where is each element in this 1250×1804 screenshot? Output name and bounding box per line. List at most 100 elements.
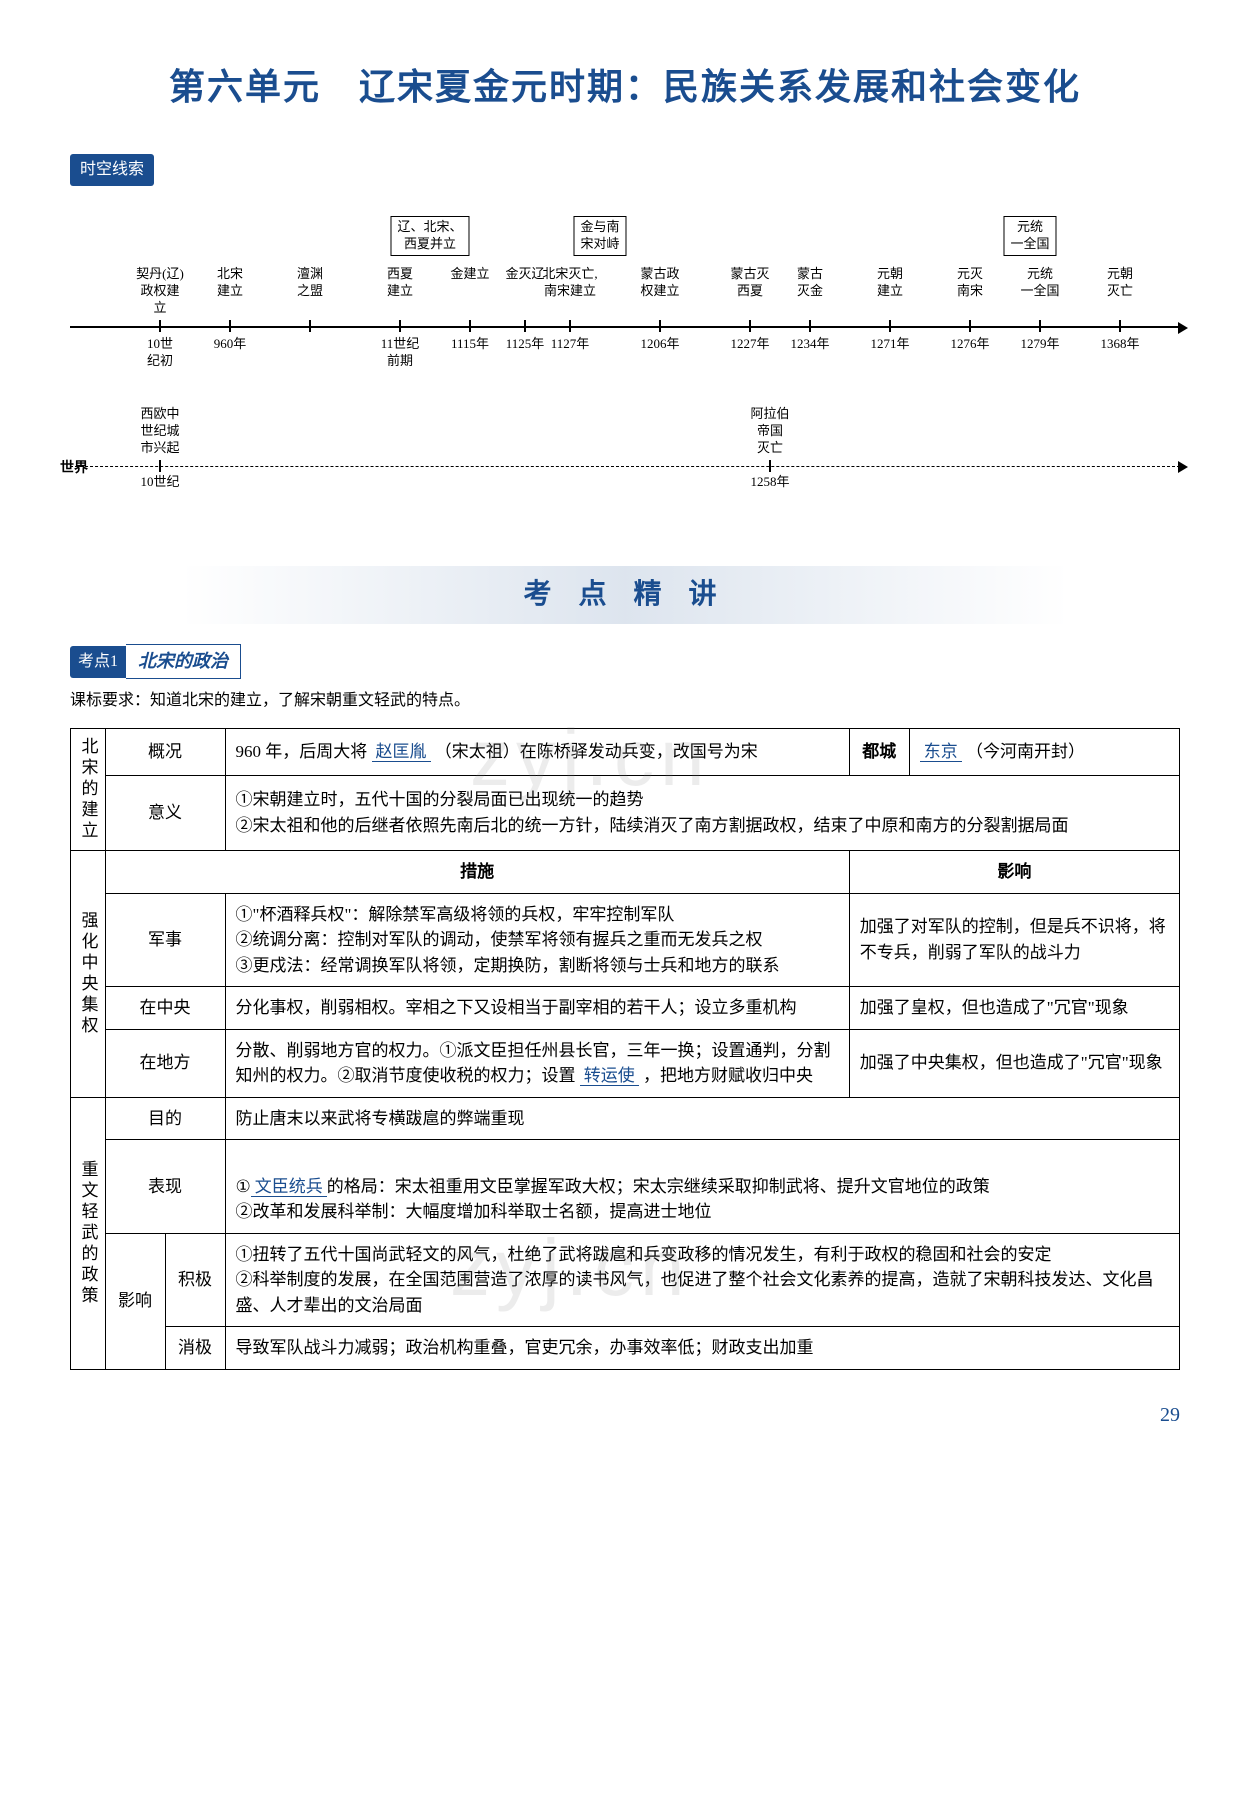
- blank-zhuanyunshi: 转运使: [580, 1066, 639, 1086]
- table-row: 北宋的建立 概况 960 年，后周大将 赵匡胤 （宋太祖）在陈桥驿发动兵变，改国…: [71, 729, 1180, 776]
- timeline-world-year: 1258年: [750, 474, 789, 491]
- kebiao-requirement: 课标要求：知道北宋的建立，了解宋朝重文轻武的特点。: [70, 689, 1180, 713]
- cell-positive: ①扭转了五代十国尚武轻文的风气，杜绝了武将跋扈和兵变政移的情况发生，有利于政权的…: [225, 1233, 1180, 1327]
- timeline-world-event: 阿拉伯 帝国 灭亡: [750, 406, 789, 457]
- group-label-wenwu: 重文轻武的政策: [71, 1097, 106, 1369]
- timeline-world-year: 10世纪: [140, 474, 179, 491]
- blank-wenchen: 文臣统兵: [251, 1177, 327, 1197]
- cell-capital: 东京 （今河南开封）: [909, 729, 1179, 776]
- table-row: 强化中央集权 措施 影响: [71, 851, 1180, 894]
- timeline-event-top: 元统 一全国: [1010, 266, 1070, 300]
- sublabel-purpose: 目的: [105, 1097, 225, 1140]
- cell-significance: ①宋朝建立时，五代十国的分裂局面已出现统一的趋势 ②宋太祖和他的后继者依照先南后…: [225, 775, 1180, 850]
- cell-purpose: 防止唐末以来武将专横跋扈的弊端重现: [225, 1097, 1180, 1140]
- timeline-tick: [469, 320, 471, 332]
- timeline-event-top: 蒙古政 权建立: [630, 266, 690, 300]
- sublabel-military: 军事: [105, 893, 225, 987]
- timeline-year: 1234年: [780, 336, 840, 353]
- timeline-year: 1127年: [540, 336, 600, 353]
- cell-local-measures: 分散、削弱地方官的权力。①派文臣担任州县长官，三年一换；设置通判，分割知州的权力…: [225, 1029, 849, 1097]
- timeline-year: 1271年: [860, 336, 920, 353]
- main-table: 北宋的建立 概况 960 年，后周大将 赵匡胤 （宋太祖）在陈桥驿发动兵变，改国…: [70, 728, 1180, 1370]
- table-row: 消极 导致军队战斗力减弱；政治机构重叠，官吏冗余，办事效率低；财政支出加重: [71, 1327, 1180, 1370]
- timeline-tick: [524, 320, 526, 332]
- kaodian-header: 考点1 北宋的政治: [70, 644, 1180, 679]
- table-row: 重文轻武的政策 目的 防止唐末以来武将专横跋扈的弊端重现: [71, 1097, 1180, 1140]
- table-row: 在地方 分散、削弱地方官的权力。①派文臣担任州县长官，三年一换；设置通判，分割知…: [71, 1029, 1180, 1097]
- cell-overview: 960 年，后周大将 赵匡胤 （宋太祖）在陈桥驿发动兵变，改国号为宋: [225, 729, 849, 776]
- world-axis: [70, 466, 1180, 467]
- timeline-tick: [159, 460, 161, 472]
- timeline-tick: [769, 460, 771, 472]
- timeline-year: 11世纪 前期: [370, 336, 430, 370]
- timeline-box: 金与南 宋对峙: [573, 216, 626, 256]
- sublabel-negative: 消极: [165, 1327, 225, 1370]
- table-row: 影响 积极 ①扭转了五代十国尚武轻文的风气，杜绝了武将跋扈和兵变政移的情况发生，…: [71, 1233, 1180, 1327]
- timeline-event-top: 蒙古灭 西夏: [720, 266, 780, 300]
- timeline-event-top: 蒙古 灭金: [780, 266, 840, 300]
- timeline-year: 1276年: [940, 336, 1000, 353]
- timeline-year: 960年: [200, 336, 260, 353]
- timeline-year: 1115年: [440, 336, 500, 353]
- timeline-tick: [1119, 320, 1121, 332]
- sublabel-local: 在地方: [105, 1029, 225, 1097]
- timeline-year: 1227年: [720, 336, 780, 353]
- timeline-year: 1368年: [1090, 336, 1150, 353]
- sublabel-significance: 意义: [105, 775, 225, 850]
- cell-central-effects: 加强了皇权，但也造成了"冗官"现象: [849, 987, 1179, 1030]
- timeline-world-event: 西欧中 世纪城 市兴起: [140, 406, 179, 457]
- timeline-tick: [309, 320, 311, 332]
- timeline-tick: [569, 320, 571, 332]
- page-number: 29: [70, 1400, 1180, 1430]
- world-marker: 世界: [60, 458, 88, 479]
- table-row: 表现 ①文臣统兵的格局：宋太祖重用文臣掌握军政大权；宋太宗继续采取抑制武将、提升…: [71, 1140, 1180, 1234]
- timeline-box: 辽、北宋、 西夏并立: [390, 216, 469, 256]
- timeline-tick: [969, 320, 971, 332]
- cell-military-measures: ①"杯酒释兵权"：解除禁军高级将领的兵权，牢牢控制军队 ②统调分离：控制对军队的…: [225, 893, 849, 987]
- sublabel-manifestation: 表现: [105, 1140, 225, 1234]
- text: （今河南开封）: [966, 742, 1085, 761]
- timeline-box: 元统 一全国: [1003, 216, 1056, 256]
- timeline-event-top: 北宋灭亡, 南宋建立: [540, 266, 600, 300]
- header-effects: 影响: [849, 851, 1179, 894]
- sublabel-influence: 影响: [105, 1233, 165, 1369]
- china-axis: [70, 326, 1180, 328]
- timeline-badge: 时空线索: [70, 154, 154, 186]
- timeline-event-top: 西夏 建立: [370, 266, 430, 300]
- timeline-year: 1279年: [1010, 336, 1070, 353]
- timeline-event-top: 澶渊 之盟: [280, 266, 340, 300]
- sublabel-overview: 概况: [105, 729, 225, 776]
- timeline-event-top: 元灭 南宋: [940, 266, 1000, 300]
- timeline-event-top: 元朝 建立: [860, 266, 920, 300]
- timeline-year: 10世 纪初: [130, 336, 190, 370]
- cell-local-effects: 加强了中央集权，但也造成了"冗官"现象: [849, 1029, 1179, 1097]
- table-row: 军事 ①"杯酒释兵权"：解除禁军高级将领的兵权，牢牢控制军队 ②统调分离：控制对…: [71, 893, 1180, 987]
- sublabel-positive: 积极: [165, 1233, 225, 1327]
- group-label-centralization: 强化中央集权: [71, 851, 106, 1098]
- timeline-tick: [229, 320, 231, 332]
- section-title: 考 点 精 讲: [70, 566, 1180, 624]
- table-row: 意义 ①宋朝建立时，五代十国的分裂局面已出现统一的趋势 ②宋太祖和他的后继者依照…: [71, 775, 1180, 850]
- unit-title: 第六单元 辽宋夏金元时期：民族关系发展和社会变化: [70, 60, 1180, 114]
- timeline-tick: [399, 320, 401, 332]
- cell-military-effects: 加强了对军队的控制，但是兵不识将，将不专兵，削弱了军队的战斗力: [849, 893, 1179, 987]
- capital-label: 都城: [849, 729, 909, 776]
- header-measures: 措施: [105, 851, 849, 894]
- timeline-tick: [809, 320, 811, 332]
- text: ，把地方财赋收归中央: [643, 1066, 813, 1085]
- sublabel-central: 在中央: [105, 987, 225, 1030]
- timeline-event-top: 契丹(辽) 政权建 立: [130, 266, 190, 317]
- timeline: 世界 辽、北宋、 西夏并立金与南 宋对峙元统 一全国契丹(辽) 政权建 立北宋 …: [70, 206, 1180, 526]
- timeline-tick: [749, 320, 751, 332]
- cell-central-measures: 分化事权，削弱相权。宰相之下又设相当于副宰相的若干人；设立多重机构: [225, 987, 849, 1030]
- timeline-tick: [659, 320, 661, 332]
- timeline-event-top: 元朝 灭亡: [1090, 266, 1150, 300]
- blank-zhaokuangyin: 赵匡胤: [372, 742, 431, 762]
- timeline-year: 1206年: [630, 336, 690, 353]
- timeline-tick: [1039, 320, 1041, 332]
- timeline-event-top: 金建立: [440, 266, 500, 283]
- timeline-tick: [159, 320, 161, 332]
- cell-manifestation: ①文臣统兵的格局：宋太祖重用文臣掌握军政大权；宋太宗继续采取抑制武将、提升文官地…: [225, 1140, 1180, 1234]
- cell-negative: 导致军队战斗力减弱；政治机构重叠，官吏冗余，办事效率低；财政支出加重: [225, 1327, 1180, 1370]
- kaodian-title: 北宋的政治: [126, 644, 241, 679]
